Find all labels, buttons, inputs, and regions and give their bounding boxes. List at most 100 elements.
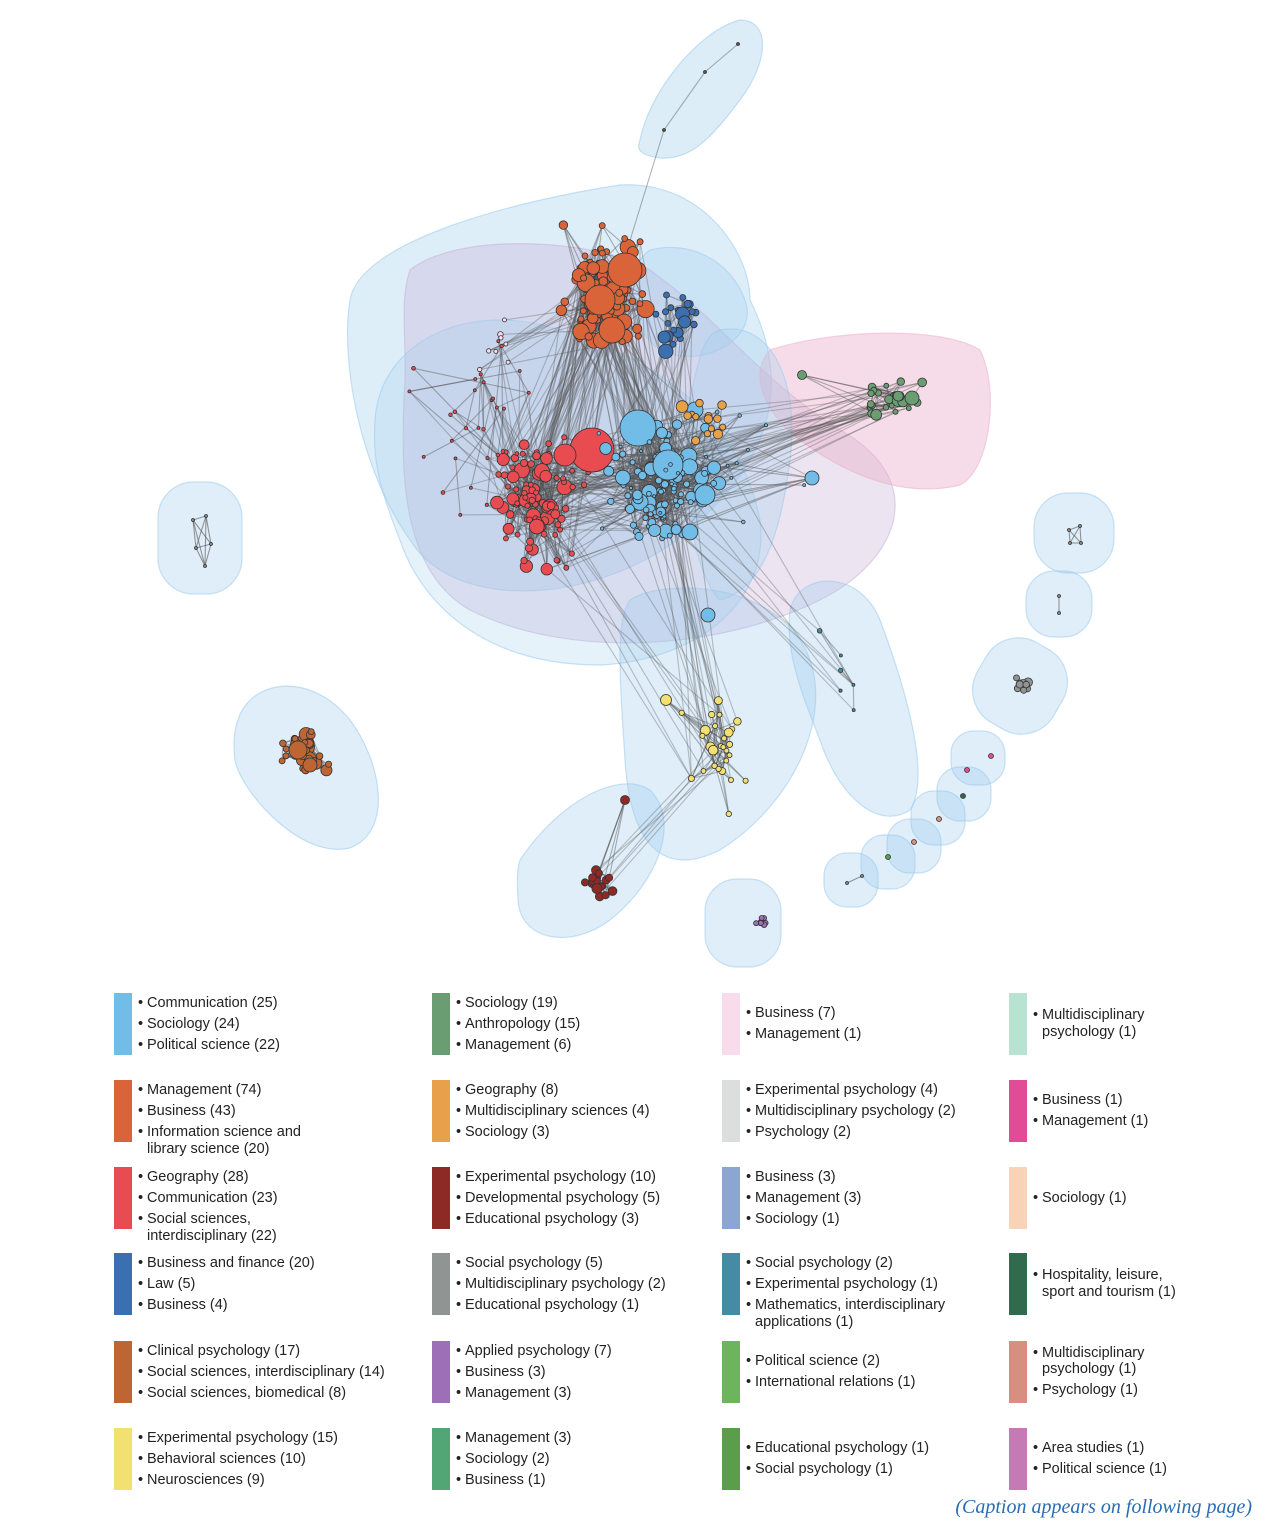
network-edge bbox=[664, 406, 870, 453]
network-edge bbox=[507, 310, 584, 363]
network-node bbox=[663, 467, 669, 473]
network-node bbox=[598, 222, 606, 230]
network-node bbox=[580, 274, 588, 282]
legend-list: Management (74) Business (43) Information … bbox=[138, 1080, 301, 1162]
network-node bbox=[494, 405, 499, 410]
legend-list: Experimental psychology (10) Developmenta… bbox=[456, 1167, 660, 1232]
network-edge bbox=[477, 374, 482, 429]
network-node bbox=[526, 516, 533, 524]
legend-list: Business and finance (20) Law (5) Business… bbox=[138, 1253, 315, 1318]
network-edge bbox=[498, 298, 585, 475]
legend-entry: Sociology (1) bbox=[1033, 1190, 1127, 1207]
network-edge bbox=[674, 473, 683, 525]
network-edge bbox=[639, 337, 665, 472]
legend-swatch bbox=[722, 993, 740, 1055]
network-edge bbox=[539, 318, 582, 477]
legend-item: Political science (2) International relat… bbox=[722, 1341, 915, 1403]
network-edge bbox=[483, 381, 524, 455]
network-node bbox=[599, 442, 612, 455]
network-node bbox=[652, 310, 660, 318]
network-node bbox=[607, 252, 643, 288]
network-edge bbox=[701, 406, 887, 479]
network-node bbox=[678, 709, 685, 716]
network-node bbox=[481, 427, 486, 432]
legend-entry: Psychology (1) bbox=[1033, 1382, 1144, 1399]
network-edge bbox=[559, 465, 669, 531]
network-node bbox=[668, 462, 673, 467]
network-edge bbox=[542, 502, 706, 731]
network-node bbox=[591, 883, 603, 894]
network-node bbox=[892, 390, 904, 402]
network-node bbox=[712, 723, 719, 730]
network-node bbox=[625, 504, 635, 514]
network-edge bbox=[694, 409, 854, 686]
network-node bbox=[607, 886, 618, 896]
network-edge bbox=[665, 699, 730, 745]
legend-item: Experimental psychology (10) Developmenta… bbox=[432, 1167, 660, 1232]
network-node bbox=[473, 377, 478, 381]
network-edge bbox=[538, 451, 665, 521]
network-node bbox=[632, 489, 643, 501]
network-edge bbox=[630, 437, 645, 489]
legend-item: Multidisciplinary psychology (1) Psycholo… bbox=[1009, 1341, 1144, 1403]
legend-list: Area studies (1) Political science (1) bbox=[1033, 1428, 1167, 1482]
legend-entry: Experimental psychology (1) bbox=[746, 1276, 945, 1293]
network-diagram bbox=[157, 19, 1115, 968]
network-node bbox=[670, 326, 677, 334]
network-edge bbox=[409, 378, 476, 392]
legend-entry: Law (5) bbox=[138, 1276, 315, 1293]
network-node bbox=[892, 408, 899, 415]
network-edge bbox=[656, 514, 854, 686]
network-node bbox=[733, 717, 742, 726]
network-edge bbox=[497, 341, 530, 549]
network-edge bbox=[530, 463, 720, 770]
network-edge bbox=[537, 498, 639, 526]
cluster-hull bbox=[704, 878, 782, 968]
network-node bbox=[579, 307, 587, 315]
network-node bbox=[700, 607, 716, 623]
network-edge bbox=[644, 401, 903, 442]
network-node bbox=[719, 423, 727, 431]
network-node bbox=[619, 409, 657, 447]
network-edge bbox=[480, 374, 498, 408]
network-node bbox=[545, 440, 552, 448]
legend-entry: Sociology (24) bbox=[138, 1016, 280, 1033]
network-node bbox=[804, 470, 820, 486]
network-node bbox=[911, 839, 917, 845]
legend-list: Business (1) Management (1) bbox=[1033, 1080, 1148, 1134]
legend-list: Clinical psychology (17) Social sciences,… bbox=[138, 1341, 385, 1406]
network-edge bbox=[688, 311, 693, 457]
network-node bbox=[561, 434, 568, 441]
network-edge bbox=[525, 479, 659, 499]
network-node bbox=[484, 502, 489, 507]
network-edge bbox=[662, 518, 714, 751]
network-edge bbox=[486, 345, 503, 505]
network-edge bbox=[602, 744, 731, 887]
network-edge bbox=[675, 529, 711, 747]
network-node bbox=[507, 470, 520, 484]
network-edge bbox=[1079, 525, 1082, 544]
network-edge bbox=[480, 374, 493, 401]
network-node bbox=[741, 519, 746, 525]
network-node bbox=[695, 398, 704, 408]
legend-entry: Management (3) bbox=[456, 1430, 571, 1447]
network-node bbox=[669, 481, 674, 487]
network-edge bbox=[546, 568, 720, 716]
network-edge bbox=[680, 501, 692, 779]
legend-swatch bbox=[1009, 1080, 1027, 1142]
network-edge bbox=[689, 531, 854, 686]
network-node bbox=[662, 514, 667, 519]
network-edge bbox=[623, 274, 688, 485]
legend-swatch bbox=[114, 1080, 132, 1142]
network-edge bbox=[543, 493, 682, 535]
network-node bbox=[634, 531, 644, 541]
network-edge bbox=[669, 535, 721, 715]
network-edge bbox=[632, 251, 691, 533]
legend-entry: Business and finance (20) bbox=[138, 1255, 315, 1272]
network-node bbox=[500, 471, 509, 479]
network-node bbox=[552, 532, 559, 538]
legend-entry: Educational psychology (1) bbox=[746, 1440, 929, 1457]
legend-swatch bbox=[432, 1428, 450, 1490]
network-node bbox=[452, 409, 458, 414]
network-edge bbox=[546, 535, 640, 570]
